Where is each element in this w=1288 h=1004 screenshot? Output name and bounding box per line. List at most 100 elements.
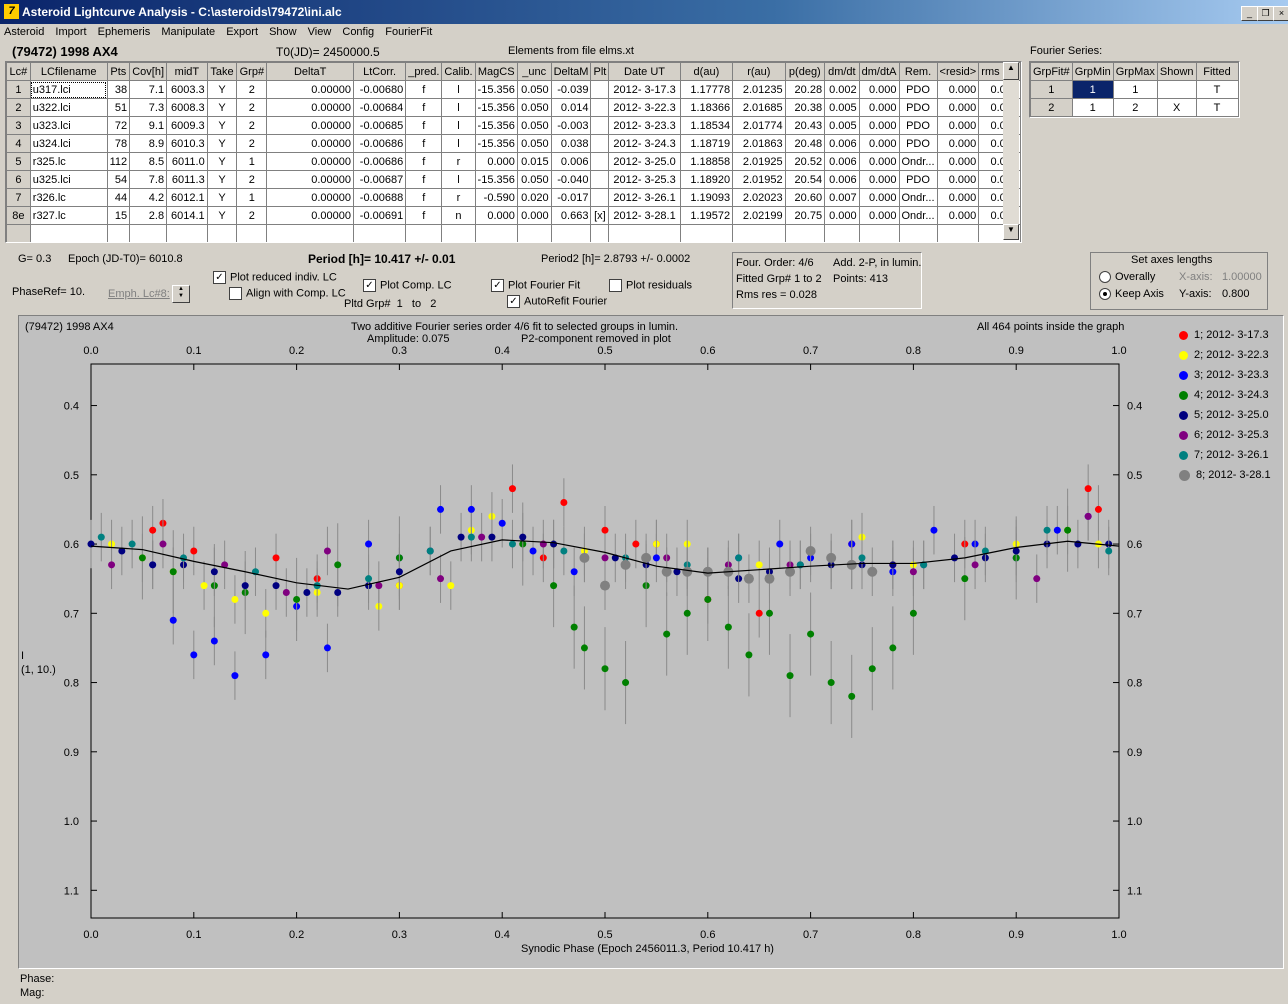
menu-import[interactable]: Import <box>55 26 87 38</box>
table-cell[interactable] <box>590 80 610 99</box>
table-cell[interactable] <box>166 224 208 242</box>
table-cell[interactable]: 0.663 <box>550 206 592 225</box>
menu-asteroid[interactable]: Asteroid <box>4 26 45 38</box>
table-cell[interactable]: -0.040 <box>550 170 592 189</box>
table-cell[interactable]: Y <box>206 134 238 153</box>
table-cell[interactable]: 2.01863 <box>732 134 786 153</box>
autorefit-checkbox[interactable]: ✓ AutoRefit Fourier <box>507 295 607 308</box>
table-cell[interactable]: 6009.3 <box>166 116 208 135</box>
table-cell[interactable]: l <box>441 116 476 135</box>
table-cell[interactable]: 2.8 <box>129 206 168 225</box>
lightcurve-plot-panel[interactable]: 0.0 0.0 0.1 0.1 0.2 0.2 0.3 0.3 0.4 0.4 0.5 0.5 0.6 0… <box>18 315 1284 969</box>
table-cell[interactable]: 0.000 <box>824 206 860 225</box>
table-cell[interactable]: 2 <box>236 206 268 225</box>
table-cell[interactable] <box>936 224 980 242</box>
table-cell[interactable]: Y <box>206 98 238 117</box>
table-cell[interactable]: PDO <box>898 80 938 99</box>
table-cell[interactable]: -0.00687 <box>352 170 407 189</box>
table-cell[interactable] <box>6 224 31 242</box>
table-cell[interactable]: 2 <box>236 98 268 117</box>
table-cell[interactable]: 0.005 <box>824 98 860 117</box>
table-cell[interactable] <box>206 224 238 242</box>
restore-button[interactable]: ❐ <box>1257 6 1274 21</box>
table-cell[interactable]: 0.000 <box>858 80 900 99</box>
table-cell[interactable] <box>590 224 610 242</box>
align-comp-checkbox[interactable]: Align with Comp. LC <box>229 287 346 300</box>
table-cell[interactable]: 0.007 <box>824 188 860 207</box>
table-scrollbar[interactable]: ▲ ▼ <box>1003 62 1019 240</box>
lc-table-row[interactable]: 1 u317.lci 38 7.1 6003.3 Y 2 0.00000 -0.00680 f l -… <box>6 80 1021 99</box>
table-cell[interactable]: r325.lc <box>29 152 108 171</box>
lc-column-header[interactable]: dm/dt <box>824 62 860 81</box>
table-cell[interactable]: 54 <box>106 170 131 189</box>
table-cell[interactable]: f <box>405 116 443 135</box>
table-cell[interactable] <box>236 224 268 242</box>
table-cell[interactable]: 2.01774 <box>732 116 786 135</box>
lightcurve-plot[interactable]: 0.0 0.0 0.1 0.1 0.2 0.2 0.3 0.3 0.4 0.4 0.5 0.5 0.6 0… <box>19 316 1283 968</box>
table-cell[interactable]: T <box>1195 98 1239 117</box>
row-header[interactable]: 1 <box>6 80 31 99</box>
table-cell[interactable]: 0.000 <box>936 152 980 171</box>
lc-column-header[interactable]: DeltaT <box>266 62 354 81</box>
scroll-down-icon[interactable]: ▼ <box>1003 224 1019 240</box>
table-cell[interactable]: 2012- 3-22.3 <box>608 98 681 117</box>
table-cell[interactable]: Y <box>206 152 238 171</box>
table-cell[interactable]: 0.000 <box>858 188 900 207</box>
table-cell[interactable]: 38 <box>106 80 131 99</box>
table-cell[interactable]: r327.lc <box>29 206 108 225</box>
table-cell[interactable]: 2.01235 <box>732 80 786 99</box>
table-cell[interactable]: -15.356 <box>474 134 518 153</box>
table-cell[interactable]: 0.00000 <box>266 116 354 135</box>
table-cell[interactable] <box>590 134 610 153</box>
lc-column-header[interactable]: Calib. <box>441 62 476 81</box>
table-cell[interactable]: 2 <box>236 116 268 135</box>
table-cell[interactable] <box>590 170 610 189</box>
table-cell[interactable]: 112 <box>106 152 131 171</box>
table-cell[interactable]: r326.lc <box>29 188 108 207</box>
lc-column-header[interactable]: Cov[h] <box>129 62 168 81</box>
table-cell[interactable]: 2.02023 <box>732 188 786 207</box>
table-cell[interactable]: 8.5 <box>129 152 168 171</box>
table-cell[interactable]: 78 <box>106 134 131 153</box>
table-cell[interactable] <box>590 152 610 171</box>
table-cell[interactable]: u323.lci <box>29 116 108 135</box>
menu-export[interactable]: Export <box>226 26 258 38</box>
table-cell[interactable]: 2.02199 <box>732 206 786 225</box>
table-cell[interactable]: 0.00000 <box>266 152 354 171</box>
table-cell[interactable]: -0.039 <box>550 80 592 99</box>
table-cell[interactable] <box>590 98 610 117</box>
table-cell[interactable]: 20.28 <box>784 80 826 99</box>
table-cell[interactable] <box>590 188 610 207</box>
table-cell[interactable]: 0.000 <box>858 206 900 225</box>
table-cell[interactable]: f <box>405 80 443 99</box>
app-icon[interactable]: 7 <box>4 4 19 19</box>
table-cell[interactable]: 1.19093 <box>679 188 734 207</box>
table-cell[interactable]: 20.75 <box>784 206 826 225</box>
table-cell[interactable]: 2012- 3-24.3 <box>608 134 681 153</box>
lc-column-header[interactable]: Pts <box>106 62 131 81</box>
lc-column-header[interactable]: Date UT <box>608 62 681 81</box>
lc-table-row[interactable]: 7 r326.lc 44 4.2 6012.1 Y 1 0.00000 -0.00688 f r -0… <box>6 188 1021 207</box>
table-cell[interactable]: Y <box>206 206 238 225</box>
table-cell[interactable]: 1.18534 <box>679 116 734 135</box>
lc-table-row[interactable]: 5 r325.lc 112 8.5 6011.0 Y 1 0.00000 -0.00686 f r 0… <box>6 152 1021 171</box>
table-cell[interactable]: 0.000 <box>936 80 980 99</box>
table-cell[interactable]: 0.006 <box>824 134 860 153</box>
lc-column-header[interactable]: p(deg) <box>784 62 826 81</box>
table-cell[interactable]: 4.2 <box>129 188 168 207</box>
row-header[interactable]: 8e <box>6 206 31 225</box>
lc-table-empty-row[interactable] <box>6 224 1021 242</box>
table-cell[interactable]: 0.00000 <box>266 80 354 99</box>
table-cell[interactable]: -0.00684 <box>352 98 407 117</box>
table-cell[interactable]: 0.00000 <box>266 170 354 189</box>
row-header[interactable]: 5 <box>6 152 31 171</box>
plot-reduced-checkbox[interactable]: ✓ Plot reduced indiv. LC <box>213 271 337 284</box>
table-cell[interactable]: -0.00691 <box>352 206 407 225</box>
table-cell[interactable] <box>824 224 860 242</box>
table-cell[interactable]: 0.006 <box>824 170 860 189</box>
table-cell[interactable] <box>590 116 610 135</box>
table-cell[interactable]: PDO <box>898 116 938 135</box>
row-header[interactable]: 2 <box>6 98 31 117</box>
